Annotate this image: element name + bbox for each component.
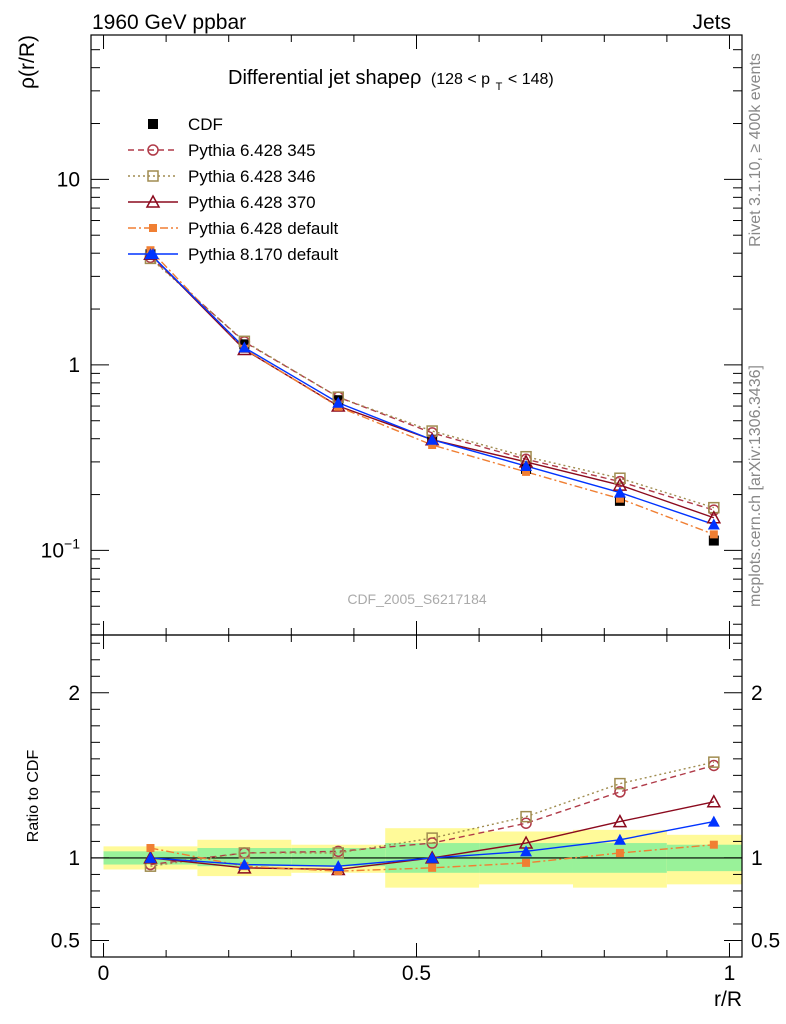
main-y-tick-label: 10−1: [41, 535, 81, 562]
ratio-y-axis-label: Ratio to CDF: [25, 750, 42, 843]
main-y-tick-label: 1: [68, 354, 80, 377]
ratio-y-tick-label: 2: [68, 682, 80, 705]
main-chart-title-cut-end: < 148): [508, 71, 554, 88]
legend-label-cdf: CDF: [188, 115, 223, 134]
ratio-point-p8_default: [144, 851, 157, 863]
x-tick-label: 1: [724, 962, 736, 985]
ratio-y-tick-label-right: 0.5: [751, 929, 780, 952]
ratio-point-p6_default: [522, 858, 531, 867]
ratio-y-tick-label: 1: [68, 847, 80, 870]
main-chart-title-cut-sub: T: [496, 81, 503, 93]
main-chart-title: Differential jet shapeρ (128 < p T < 148…: [228, 67, 554, 95]
ratio-point-p6_345: [614, 786, 626, 798]
ratio-point-p6_370: [706, 794, 722, 808]
legend-label-p6_346: Pythia 6.428 346: [188, 167, 316, 186]
ratio-y-tick-label-right: 1: [751, 847, 763, 870]
ratio-point-p6_346: [614, 777, 626, 790]
main-y-axis-label: ρ(r/R): [16, 35, 39, 89]
legend-label-p6_default: Pythia 6.428 default: [188, 219, 339, 238]
ratio-point-p8_default: [613, 833, 626, 845]
legend-label-p8_default: Pythia 8.170 default: [188, 245, 339, 264]
rivet-version-label: Rivet 3.1.10, ≥ 400k events: [747, 53, 764, 247]
ratio-point-p6_346: [426, 832, 438, 844]
ratio-point-p6_346: [238, 847, 251, 859]
ratio-point-p6_346: [708, 756, 720, 768]
ratio-point-p6_345: [520, 817, 532, 829]
main-point-p6_346: [614, 472, 626, 484]
legend-marker-p6_346: [147, 170, 159, 182]
header-jets-label: Jets: [692, 11, 731, 34]
ratio-point-p6_370: [612, 814, 628, 828]
ratio-point-p6_default: [615, 848, 624, 857]
main-point-p6_default: [615, 494, 624, 503]
ratio-point-p6_default: [146, 844, 155, 853]
legend-marker-p6_370: [145, 194, 161, 208]
x-tick-label: 0.5: [402, 962, 431, 985]
main-point-p8_default: [426, 433, 439, 445]
ratio-y-tick-label-right: 2: [751, 682, 763, 705]
main-y-tick-label: 10: [57, 168, 80, 191]
ratio-point-p8_default: [426, 851, 439, 863]
ratio-point-p6_346: [332, 847, 345, 859]
main-point-p8_default: [613, 486, 626, 498]
legend: CDF Pythia 6.428 345 Pythia 6.428 346 Pythi…: [128, 115, 339, 264]
header-energy-label: 1960 GeV ppbar: [92, 11, 246, 34]
ratio-point-p8_default: [238, 858, 251, 870]
ratio-y-tick-label: 0.5: [51, 929, 80, 952]
x-axis-label: r/R: [714, 988, 742, 1011]
ratio-point-p8_default: [332, 860, 345, 872]
main-chart-title-cut: (128 < p: [431, 71, 490, 88]
main-point-p8_default: [520, 460, 533, 472]
main-point-p6_default: [709, 530, 718, 539]
main-point-p8_default: [238, 341, 251, 353]
legend-label-p6_345: Pythia 6.428 345: [188, 141, 316, 160]
legend-marker-p8_default: [147, 248, 159, 259]
legend-marker-cdf: [148, 119, 158, 129]
main-point-p6_default: [522, 467, 531, 476]
ratio-point-p6_default: [428, 863, 437, 872]
main-point-p8_default: [707, 518, 720, 530]
ratio-point-p8_default: [520, 845, 533, 857]
ratio-point-p8_default: [707, 815, 720, 827]
legend-marker-p6_default: [149, 224, 157, 232]
main-chart-title-text: Differential jet shapeρ: [228, 67, 421, 89]
mcplots-label: mcplots.cern.ch [arXiv:1306.3436]: [747, 365, 764, 607]
ratio-point-p6_346: [520, 810, 532, 823]
legend-marker-p6_345: [147, 144, 159, 156]
main-point-cdf: [708, 535, 719, 546]
x-tick-label: 0: [98, 962, 110, 985]
main-point-p6_default: [428, 440, 437, 449]
ratio-point-p6_default: [709, 840, 718, 849]
legend-label-p6_370: Pythia 6.428 370: [188, 193, 316, 212]
analysis-watermark: CDF_2005_S6217184: [347, 591, 487, 607]
main-point-p8_default: [332, 396, 345, 408]
